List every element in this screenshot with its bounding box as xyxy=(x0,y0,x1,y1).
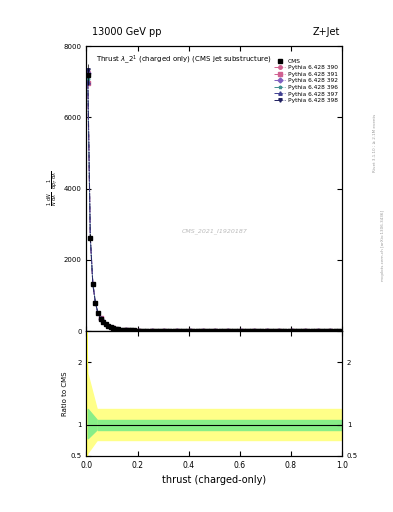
Text: mcplots.cern.ch [arXiv:1306.3436]: mcplots.cern.ch [arXiv:1306.3436] xyxy=(381,210,385,281)
Legend: CMS, Pythia 6.428 390, Pythia 6.428 391, Pythia 6.428 392, Pythia 6.428 396, Pyt: CMS, Pythia 6.428 390, Pythia 6.428 391,… xyxy=(273,57,339,104)
Text: Rivet 3.1.10 ; ≥ 2.1M events: Rivet 3.1.10 ; ≥ 2.1M events xyxy=(373,114,377,173)
Text: Z+Jet: Z+Jet xyxy=(312,27,340,37)
X-axis label: thrust (charged-only): thrust (charged-only) xyxy=(162,475,266,485)
Y-axis label: Ratio to CMS: Ratio to CMS xyxy=(62,371,68,416)
Text: CMS_2021_I1920187: CMS_2021_I1920187 xyxy=(181,228,247,234)
Bar xyxy=(86,409,342,440)
Y-axis label: $\frac{1}{N}\,\frac{\mathrm{d}N}{\mathrm{d}\lambda}$  $\frac{1}{\mathrm{d}p_T\,\: $\frac{1}{N}\,\frac{\mathrm{d}N}{\mathrm… xyxy=(46,171,61,206)
Bar xyxy=(86,419,342,430)
Text: 13000 GeV pp: 13000 GeV pp xyxy=(92,27,162,37)
Text: Thrust $\lambda\_2^1$ (charged only) (CMS jet substructure): Thrust $\lambda\_2^1$ (charged only) (CM… xyxy=(95,53,272,66)
